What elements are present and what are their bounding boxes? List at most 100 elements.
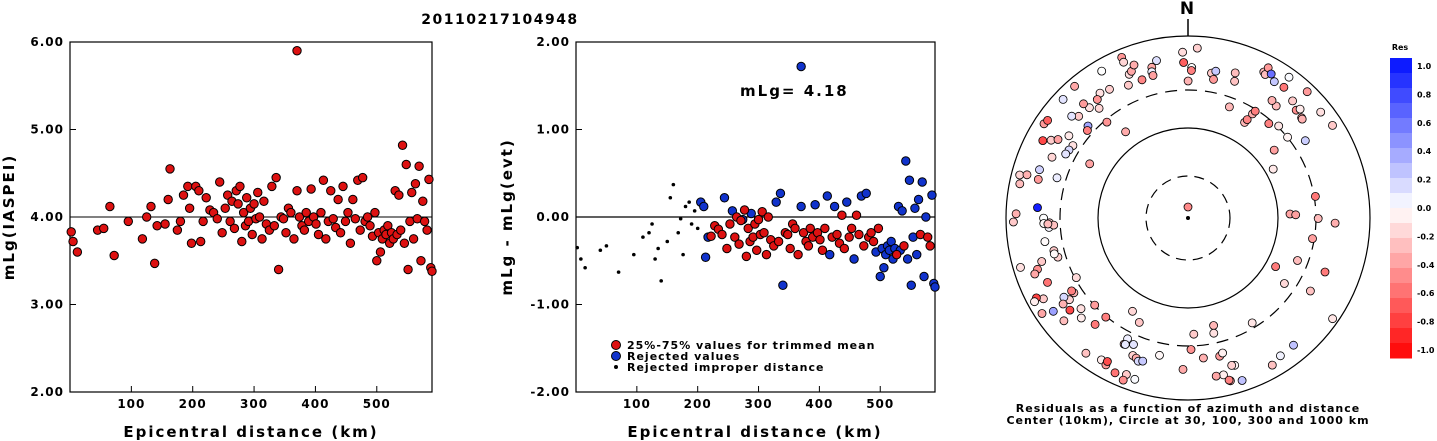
azimuth-point <box>1320 267 1330 277</box>
azimuth-point <box>1269 145 1279 155</box>
azimuth-point <box>1295 104 1305 114</box>
azimuth-point <box>1183 202 1193 212</box>
magnitude-x-tick-label: 400 <box>301 397 329 411</box>
legend-rejected-marker <box>611 351 621 361</box>
magnitude-point <box>370 207 380 218</box>
residual-y-tick-label: -1.00 <box>530 298 570 312</box>
improper-point <box>683 204 688 209</box>
magnitude-x-ticks: 100 200 300 400 500 <box>117 386 390 411</box>
colorbar-cell <box>1390 268 1412 284</box>
colorbar-tick-label: -1.0 <box>1417 346 1435 355</box>
magnitude-point <box>424 174 434 185</box>
magnitude-point <box>123 216 133 227</box>
residual-x-label: Epicentral distance (km) <box>627 423 882 441</box>
azimuth-point <box>1043 116 1052 125</box>
magnitude-x-tick-label: 300 <box>240 397 268 411</box>
rejected-point <box>829 201 840 212</box>
magnitude-point <box>372 256 382 266</box>
improper-point <box>692 209 697 213</box>
colorbar-cells <box>1390 58 1412 359</box>
magnitude-point <box>348 194 358 205</box>
improper-point <box>678 216 683 221</box>
azimuth-point <box>1268 164 1278 174</box>
azimuth-point <box>1037 309 1047 318</box>
magnitude-point <box>416 256 426 266</box>
kept-point <box>763 212 773 222</box>
azimuth-point <box>1129 60 1139 70</box>
kept-point <box>785 243 795 254</box>
azimuth-point <box>1291 210 1301 220</box>
improper-point <box>676 230 681 235</box>
improper-point <box>695 226 700 231</box>
rejected-point <box>796 61 806 72</box>
azimuth-point <box>1030 269 1040 279</box>
residual-y-tick-label: 0.00 <box>536 210 570 224</box>
azimuth-point <box>1274 121 1284 131</box>
residual-x-tick-label: 100 <box>623 397 651 411</box>
azimuth-point <box>1130 374 1140 384</box>
magnitude-y-tick-label: 3.00 <box>30 298 64 312</box>
colorbar-tick-label: -0.2 <box>1417 232 1435 241</box>
azimuth-panel: N Residuals as a function of azimuth and… <box>1005 0 1371 427</box>
magnitude-point <box>345 238 356 248</box>
improper-point <box>659 279 663 283</box>
kept-point <box>790 223 800 234</box>
magnitude-point <box>186 238 197 248</box>
residual-panel: 100 200 300 400 500 -2.00 -1.00 0.00 1.00 2.00 m… <box>498 35 940 441</box>
azimuth-point <box>1264 119 1274 128</box>
magnitude-point <box>362 212 373 222</box>
rejected-point <box>875 271 885 282</box>
residual-x-tick-label: 400 <box>805 397 833 411</box>
rejected-point <box>810 200 820 210</box>
colorbar-ticks: 1.0 0.8 0.6 0.4 0.2 0.0 -0.2 -0.4 -0.6 -0.8 -1.0 <box>1417 62 1435 355</box>
azimuth-point <box>1289 340 1298 350</box>
azimuth-point <box>1128 306 1137 316</box>
magnitude-point <box>394 190 404 200</box>
magnitude-x-label: Epicentral distance (km) <box>123 423 378 441</box>
azimuth-point <box>1225 102 1234 112</box>
rejected-point <box>879 263 889 273</box>
magnitude-point <box>215 177 225 187</box>
kept-point <box>798 228 809 238</box>
magnitude-point <box>247 229 257 240</box>
dashed-circle-30km <box>1145 175 1231 261</box>
circle-100km <box>1097 127 1279 309</box>
kept-point <box>739 205 750 215</box>
magnitude-point <box>137 234 148 244</box>
azimuth-point <box>1049 249 1059 259</box>
rejected-point <box>919 271 929 282</box>
azimuth-point <box>1247 318 1257 328</box>
improper-point <box>647 230 651 235</box>
magnitude-point <box>212 214 222 224</box>
magnitude-point <box>313 229 324 240</box>
magnitude-y-tick-label: 4.00 <box>30 210 64 224</box>
azimuth-point <box>1009 217 1018 227</box>
azimuth-point <box>1302 87 1312 97</box>
azimuth-point <box>1211 66 1221 76</box>
improper-point <box>668 195 673 200</box>
azimuth-point <box>1134 317 1144 327</box>
outer-circle-1000km <box>1005 35 1371 401</box>
magnitude-point <box>299 225 310 235</box>
colorbar-tick-label: 0.4 <box>1417 147 1432 156</box>
magnitude-point <box>414 161 424 171</box>
rejected-point <box>906 280 916 290</box>
magnitude-point <box>397 140 408 150</box>
azimuth-point <box>1230 68 1240 78</box>
azimuth-point <box>1076 304 1086 314</box>
legend-kept-marker <box>611 340 621 350</box>
magnitude-point <box>235 181 245 192</box>
kept-point <box>725 219 735 229</box>
improper-point <box>579 257 583 261</box>
rejected-point <box>699 201 709 212</box>
magnitude-y-ticks: 2.00 3.00 4.00 5.00 6.00 <box>30 35 76 399</box>
azimuth-point <box>1097 66 1107 76</box>
residual-y-label: mLg - mLg(evt) <box>498 138 516 295</box>
magnitude-y-tick-label: 6.00 <box>30 35 64 49</box>
kept-point <box>837 210 847 220</box>
azimuth-point <box>1102 117 1112 127</box>
azimuth-point <box>1043 277 1052 287</box>
improper-point <box>650 222 654 226</box>
azimuth-point <box>1070 81 1079 91</box>
azimuth-point <box>1048 306 1058 316</box>
